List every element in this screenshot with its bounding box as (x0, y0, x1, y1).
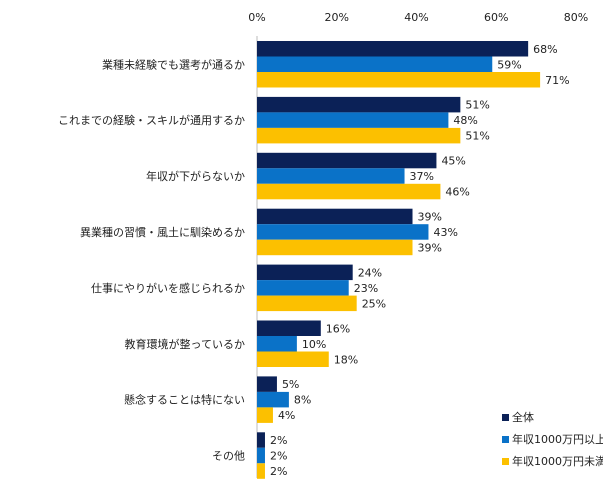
bar-value-label: 5% (282, 378, 299, 391)
bar (257, 168, 405, 184)
bar-value-label: 39% (418, 210, 442, 223)
category-group: 教育環境が整っているか 16%10% 18% (125, 320, 358, 367)
bar-value-label: 25% (362, 297, 386, 310)
bar (257, 351, 329, 367)
bar-value-label: 51% (465, 99, 489, 112)
bar-value-label: 46% (445, 186, 469, 199)
bar-value-label: 43% (433, 226, 457, 239)
bar (257, 407, 273, 423)
category-label: 懸念することは特にない (124, 393, 245, 407)
category-group: 年収が下がらないか 45% 37% 46% (146, 152, 470, 200)
bar-value-label: 10% (302, 338, 326, 351)
legend-label: 全体 (512, 410, 534, 424)
bar-value-label: 71% (545, 74, 569, 87)
bar (257, 320, 321, 336)
x-tick-label: 80% (564, 11, 588, 24)
bar (257, 96, 461, 113)
bar-value-label: 2% (270, 450, 287, 463)
category-group: 仕事にやりがいを感じられるか 24% 23% 25% (91, 264, 386, 312)
legend-swatch (502, 414, 509, 421)
x-tick-label: 60% (484, 11, 508, 24)
bar-value-label: 16% (326, 322, 350, 335)
bar-value-label: 59% (497, 58, 521, 71)
legend-label: 年収1000万円未満 (512, 454, 603, 468)
bar (257, 56, 493, 72)
bar (257, 264, 353, 281)
bar-value-label: 48% (453, 114, 477, 127)
category-label: 仕事にやりがいを感じられるか (91, 281, 245, 295)
bar (257, 447, 265, 464)
bar (257, 432, 265, 448)
bar-value-label: 8% (294, 394, 311, 407)
bar (257, 336, 297, 352)
category-label: その他 (212, 450, 245, 463)
bar (257, 224, 429, 240)
bar (257, 127, 461, 144)
category-label: 業種未経験でも選考が通るか (102, 57, 245, 71)
bar (257, 280, 349, 296)
bar (257, 295, 357, 312)
bar (257, 183, 441, 200)
x-tick-label: 40% (404, 11, 428, 24)
bar (257, 208, 413, 225)
x-axis-ticks: 0% 20% 40% 60% 80% (248, 11, 588, 24)
bar (257, 41, 529, 57)
bar (257, 239, 413, 256)
category-group: これまでの経験・スキルが通用するか 51% 48% 51% (58, 96, 490, 144)
category-label: 年収が下がらないか (146, 169, 245, 183)
legend-swatch (502, 458, 509, 465)
x-tick-label: 0% (248, 11, 265, 24)
category-group: その他 2% 2% 2% (212, 432, 287, 479)
bar-value-label: 51% (465, 130, 489, 143)
category-group: 懸念することは特にない 5% 8% 4% (124, 376, 311, 423)
category-label: 教育環境が整っているか (125, 337, 245, 351)
legend-label: 年収1000万円以上 (512, 432, 603, 446)
category-label: これまでの経験・スキルが通用するか (58, 113, 245, 127)
category-groups: 業種未経験でも選考が通るか 68% 59% 71% これまでの経験・スキルが通用するか 5… (58, 41, 570, 479)
bar-value-label: 45% (441, 155, 465, 168)
bar-value-label: 18% (334, 353, 358, 366)
bar (257, 72, 541, 88)
x-tick-label: 20% (325, 11, 349, 24)
bar (257, 391, 289, 408)
bar-value-label: 39% (418, 241, 442, 254)
bar-value-label: 37% (410, 170, 434, 183)
category-group: 異業種の習慣・風土に馴染めるか 39% 43% 39% (80, 208, 458, 256)
legend-swatch (502, 436, 509, 443)
bar-value-label: 68% (533, 43, 557, 56)
bar-value-label: 2% (270, 465, 287, 478)
bar (257, 376, 277, 392)
bar-value-label: 4% (278, 409, 295, 422)
bar-value-label: 2% (270, 434, 287, 447)
category-group: 業種未経験でも選考が通るか 68% 59% 71% (102, 41, 570, 88)
category-label: 異業種の習慣・風土に馴染めるか (80, 225, 245, 239)
bar (257, 152, 437, 169)
bar (257, 112, 449, 128)
bar (257, 463, 265, 479)
bar-value-label: 24% (358, 266, 382, 279)
bar-value-label: 23% (354, 282, 378, 295)
